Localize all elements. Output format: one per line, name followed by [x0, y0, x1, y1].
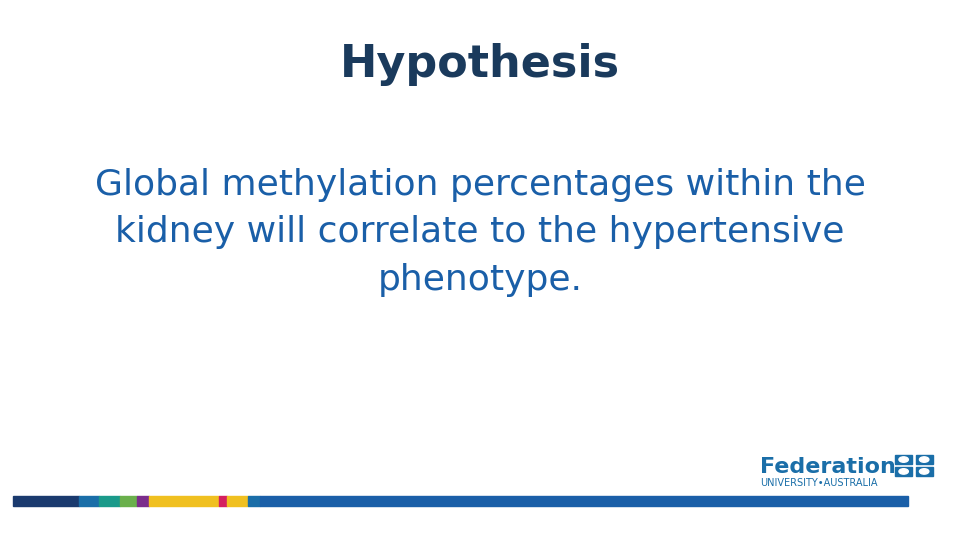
- Bar: [120, 496, 136, 506]
- Bar: [99, 496, 120, 506]
- Circle shape: [920, 457, 929, 462]
- Bar: [260, 496, 908, 506]
- Bar: [896, 467, 912, 476]
- Circle shape: [920, 469, 929, 474]
- Bar: [136, 496, 149, 506]
- Circle shape: [899, 457, 908, 462]
- Bar: [916, 455, 932, 464]
- Bar: [13, 496, 79, 506]
- Bar: [219, 496, 228, 506]
- Bar: [79, 496, 99, 506]
- Text: Federation: Federation: [760, 457, 896, 477]
- Circle shape: [899, 469, 908, 474]
- Bar: [896, 455, 912, 464]
- Text: UNIVERSITY•AUSTRALIA: UNIVERSITY•AUSTRALIA: [760, 478, 877, 488]
- Bar: [248, 496, 260, 506]
- Bar: [916, 467, 932, 476]
- Text: Hypothesis: Hypothesis: [340, 43, 620, 86]
- Bar: [228, 496, 248, 506]
- Bar: [149, 496, 219, 506]
- Text: Global methylation percentages within the
kidney will correlate to the hypertens: Global methylation percentages within th…: [95, 168, 865, 296]
